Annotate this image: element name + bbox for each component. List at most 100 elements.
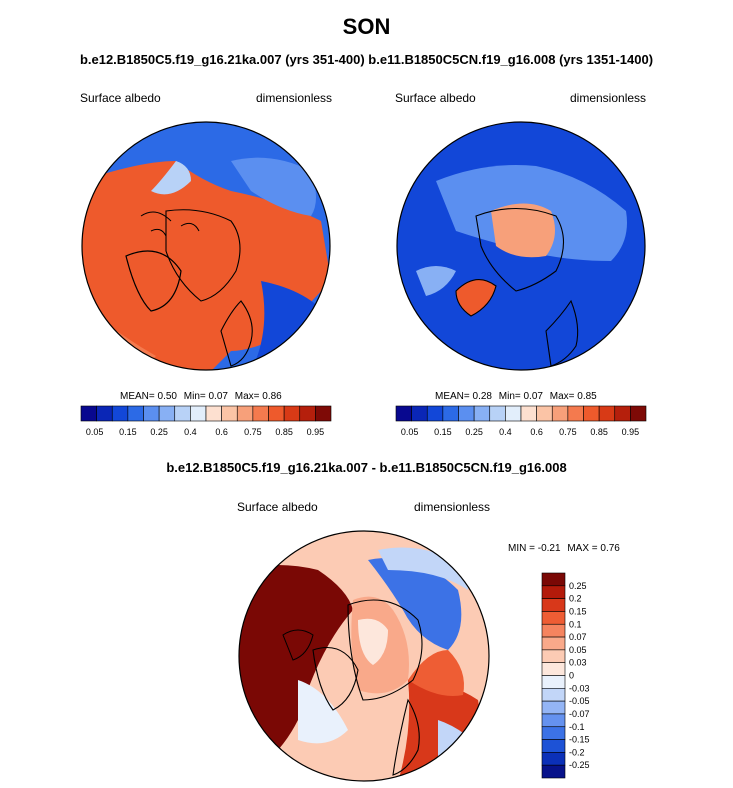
difference-polar-map (238, 530, 490, 782)
right-greenland-ice (456, 279, 496, 316)
diff-colorbar-swatch-8 (541, 675, 566, 689)
diff-colorbar-swatch-13 (541, 739, 566, 753)
diff-colorbar-swatch-15 (541, 764, 566, 779)
diff-colorbar-swatch-10 (541, 700, 566, 715)
diff-min-value: -0.21 (537, 543, 561, 554)
left-polar-map (81, 121, 331, 371)
right-max-value: 0.85 (577, 391, 597, 402)
right-max-label: Max= (549, 391, 575, 402)
left-colorbar-tick-0: 0.05 (86, 427, 104, 437)
diff-colorbar-swatch-4 (541, 623, 566, 638)
right-colorbar-swatch-10 (551, 405, 569, 422)
left-colorbar-swatch-8 (205, 405, 222, 422)
right-sea-ice-region (491, 203, 555, 258)
left-colorbar-swatch-13 (283, 405, 301, 422)
left-field-label: Surface albedo (80, 91, 161, 105)
diff-colorbar-tick-14: -0.25 (569, 760, 590, 770)
left-colorbar-swatch-4 (143, 405, 160, 422)
diff-max-value: 0.76 (600, 543, 620, 554)
left-colorbar-tick-4: 0.6 (215, 427, 228, 437)
difference-title: b.e12.B1850C5.f19_g16.21ka.007 - b.e11.B… (166, 460, 567, 475)
left-max-value: 0.86 (262, 391, 282, 402)
diff-units-label: dimensionless (414, 500, 491, 514)
diff-scandinavia-coast (392, 698, 420, 776)
diff-colorbar-tick-8: -0.03 (569, 683, 590, 693)
diff-colorbar-tick-9: -0.05 (569, 696, 590, 706)
right-colorbar-swatch-12 (583, 405, 600, 422)
left-colorbar-swatch-5 (158, 405, 176, 422)
diff-colorbar-swatch-5 (541, 636, 566, 651)
diff-colorbar-tick-4: 0.07 (569, 632, 587, 642)
diff-europe-region (408, 650, 464, 696)
right-scandinavia-coast (545, 299, 579, 367)
diff-map-border (238, 530, 490, 782)
left-arctic-coast (165, 209, 241, 302)
left-units-label: dimensionless (256, 91, 333, 105)
left-colorbar-swatch-1 (96, 405, 113, 422)
right-colorbar-swatch-7 (505, 405, 522, 422)
right-colorbar: 0.05 0.15 0.25 0.4 0.6 0.75 0.85 0.95 (395, 405, 647, 437)
diff-max-label: MAX = (567, 543, 598, 554)
diff-stats: MIN = -0.21 MAX = 0.76 (508, 543, 620, 554)
right-colorbar-swatch-3 (442, 405, 459, 422)
left-colorbar-tick-7: 0.95 (307, 427, 325, 437)
diff-colorbar-tick-0: 0.25 (569, 581, 587, 591)
right-snow-patch (416, 266, 456, 296)
right-colorbar-tick-3: 0.4 (499, 427, 512, 437)
right-colorbar-swatch-1 (411, 405, 428, 422)
left-colorbar-tick-6: 0.85 (275, 427, 293, 437)
left-colorbar-tick-5: 0.75 (244, 427, 262, 437)
diff-laurentide-region (239, 565, 353, 781)
left-colorbar-tick-2: 0.25 (150, 427, 168, 437)
left-colorbar-swatch-6 (174, 405, 191, 422)
right-min-label: Min= (498, 391, 521, 402)
left-mean-value: 0.50 (157, 391, 177, 402)
left-colorbar-tick-1: 0.15 (119, 427, 137, 437)
left-scandinavia-coast (220, 300, 253, 367)
diff-colorbar-swatch-2 (541, 598, 566, 612)
diff-arctic-coast (347, 599, 423, 701)
right-colorbar-tick-2: 0.25 (465, 427, 483, 437)
right-colorbar-swatch-8 (520, 405, 537, 422)
right-mean-value: 0.28 (472, 391, 492, 402)
diff-colorbar-tick-3: 0.1 (569, 619, 582, 629)
right-greenland-coast (455, 279, 497, 317)
season-title: SON (342, 14, 391, 39)
right-mean-label: MEAN= (435, 391, 470, 402)
right-colorbar-swatch-13 (598, 405, 616, 422)
right-colorbar-tick-1: 0.15 (434, 427, 452, 437)
diff-field-label: Surface albedo (237, 500, 318, 514)
diff-colorbar-swatch-6 (541, 649, 566, 663)
right-map-border (396, 121, 646, 371)
right-units-label: dimensionless (570, 91, 647, 105)
right-arctic-coast (475, 207, 565, 292)
left-colorbar-swatch-12 (268, 405, 285, 422)
left-archipelago-coast (140, 211, 200, 237)
left-colorbar-swatch-10 (236, 405, 254, 422)
right-colorbar-tick-4: 0.6 (530, 427, 543, 437)
left-colorbar-tick-3: 0.4 (184, 427, 197, 437)
diff-colorbar-tick-1: 0.2 (569, 594, 582, 604)
diff-colorbar-swatch-12 (541, 726, 566, 740)
right-colorbar-swatch-14 (614, 405, 631, 422)
right-field-label: Surface albedo (395, 91, 476, 105)
diff-greenland-coast (312, 646, 359, 711)
right-colorbar-tick-0: 0.05 (401, 427, 419, 437)
right-polar-map (396, 121, 646, 371)
diff-colorbar-swatch-0 (541, 572, 566, 587)
left-colorbar-swatch-14 (299, 405, 316, 422)
diff-colorbar-tick-5: 0.05 (569, 645, 587, 655)
diff-archipelago-coast (282, 629, 314, 661)
diff-colorbar-tick-2: 0.15 (569, 606, 587, 616)
right-colorbar-swatch-4 (458, 405, 475, 422)
diff-colorbar-swatch-7 (541, 662, 566, 676)
left-colorbar-swatch-15 (315, 405, 332, 422)
right-colorbar-tick-5: 0.75 (559, 427, 577, 437)
left-colorbar: 0.05 0.15 0.25 0.4 0.6 0.75 0.85 0.95 (80, 405, 332, 437)
left-shelf-region (231, 157, 316, 216)
diff-colorbar: 0.25 0.2 0.15 0.1 0.07 0.05 0.03 0 -0.03 -0.05 -0.… (541, 572, 590, 779)
right-colorbar-swatch-9 (536, 405, 553, 422)
diff-colorbar-tick-7: 0 (569, 671, 574, 681)
right-colorbar-swatch-0 (395, 405, 412, 422)
left-colorbar-swatch-9 (221, 405, 238, 422)
